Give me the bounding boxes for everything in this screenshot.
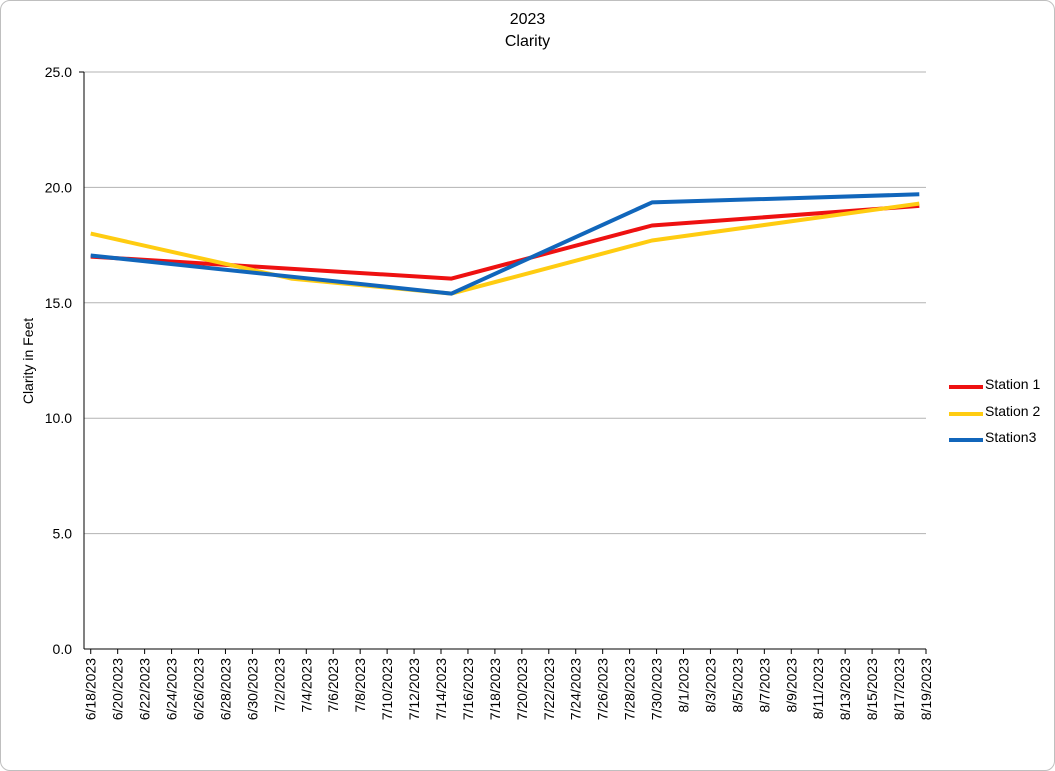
x-tick-label: 6/18/2023 <box>83 658 99 720</box>
x-tick-label: 7/16/2023 <box>460 658 476 720</box>
x-tick-label: 7/28/2023 <box>622 658 638 720</box>
x-tick-label: 7/14/2023 <box>433 658 449 720</box>
x-tick-label: 8/1/2023 <box>676 658 692 713</box>
y-tick-label: 15.0 <box>45 295 72 311</box>
grid-lines <box>84 71 926 535</box>
axes <box>79 71 927 654</box>
x-tick-label: 7/4/2023 <box>298 658 314 713</box>
x-tick-label: 8/7/2023 <box>756 658 772 713</box>
y-tick-label: 0.0 <box>53 641 73 657</box>
x-tick-label: 6/22/2023 <box>137 658 153 720</box>
y-tick-label: 5.0 <box>53 526 73 542</box>
x-tick-label: 7/18/2023 <box>487 658 503 720</box>
x-tick-label: 8/5/2023 <box>729 658 745 713</box>
legend-label-station-1: Station 1 <box>985 376 1041 392</box>
x-tick-label: 8/17/2023 <box>891 658 907 720</box>
x-tick-label: 8/9/2023 <box>783 658 799 713</box>
legend-swatch-station-1 <box>949 385 983 389</box>
x-tick-label: 8/13/2023 <box>837 658 853 720</box>
series-line-2 <box>90 201 920 296</box>
legend-swatch-station-3 <box>949 438 983 442</box>
y-tick-label: 25.0 <box>45 64 72 80</box>
x-tick-label: 7/2/2023 <box>271 658 287 713</box>
y-tick-label: 10.0 <box>45 410 72 426</box>
x-tick-label: 7/30/2023 <box>649 658 665 720</box>
legend-label-station-2: Station 2 <box>985 403 1041 419</box>
x-tick-label: 6/26/2023 <box>191 658 207 720</box>
series-line-1 <box>90 203 920 281</box>
y-tick-label: 20.0 <box>45 179 72 195</box>
legend-swatch-station-2 <box>949 412 983 416</box>
x-tick-label: 8/3/2023 <box>702 658 718 713</box>
legend-label-station-3: Station3 <box>985 429 1037 445</box>
x-tick-label: 6/28/2023 <box>217 658 233 720</box>
x-tick-label: 7/24/2023 <box>568 658 584 720</box>
x-tick-label: 8/11/2023 <box>810 658 826 719</box>
series-lines <box>90 192 920 296</box>
x-tick-label: 8/15/2023 <box>864 658 880 720</box>
x-tick-label: 6/24/2023 <box>164 658 180 720</box>
y-axis-label: Clarity in Feet <box>20 318 36 404</box>
x-tick-label: 7/26/2023 <box>595 658 611 720</box>
x-tick-labels: 6/18/2023 6/20/2023 6/22/2023 6/24/2023 6/26… <box>83 658 934 721</box>
x-tick-label: 7/8/2023 <box>352 658 368 713</box>
x-tick-label: 7/12/2023 <box>406 658 422 720</box>
x-tick-label: 8/19/2023 <box>918 658 934 720</box>
x-tick-label: 7/6/2023 <box>325 658 341 713</box>
x-tick-label: 6/20/2023 <box>110 658 126 720</box>
x-tick-label: 7/22/2023 <box>541 658 557 720</box>
x-tick-label: 7/20/2023 <box>514 658 530 720</box>
x-tick-label: 6/30/2023 <box>244 658 260 720</box>
chart-title: 2023 <box>509 11 546 28</box>
x-tick-label: 7/10/2023 <box>379 658 395 720</box>
y-tick-labels: 0.0 5.0 10.0 15.0 20.0 25.0 <box>45 64 72 657</box>
chart-subtitle: Clarity <box>504 33 551 50</box>
series-line-3 <box>90 192 920 296</box>
